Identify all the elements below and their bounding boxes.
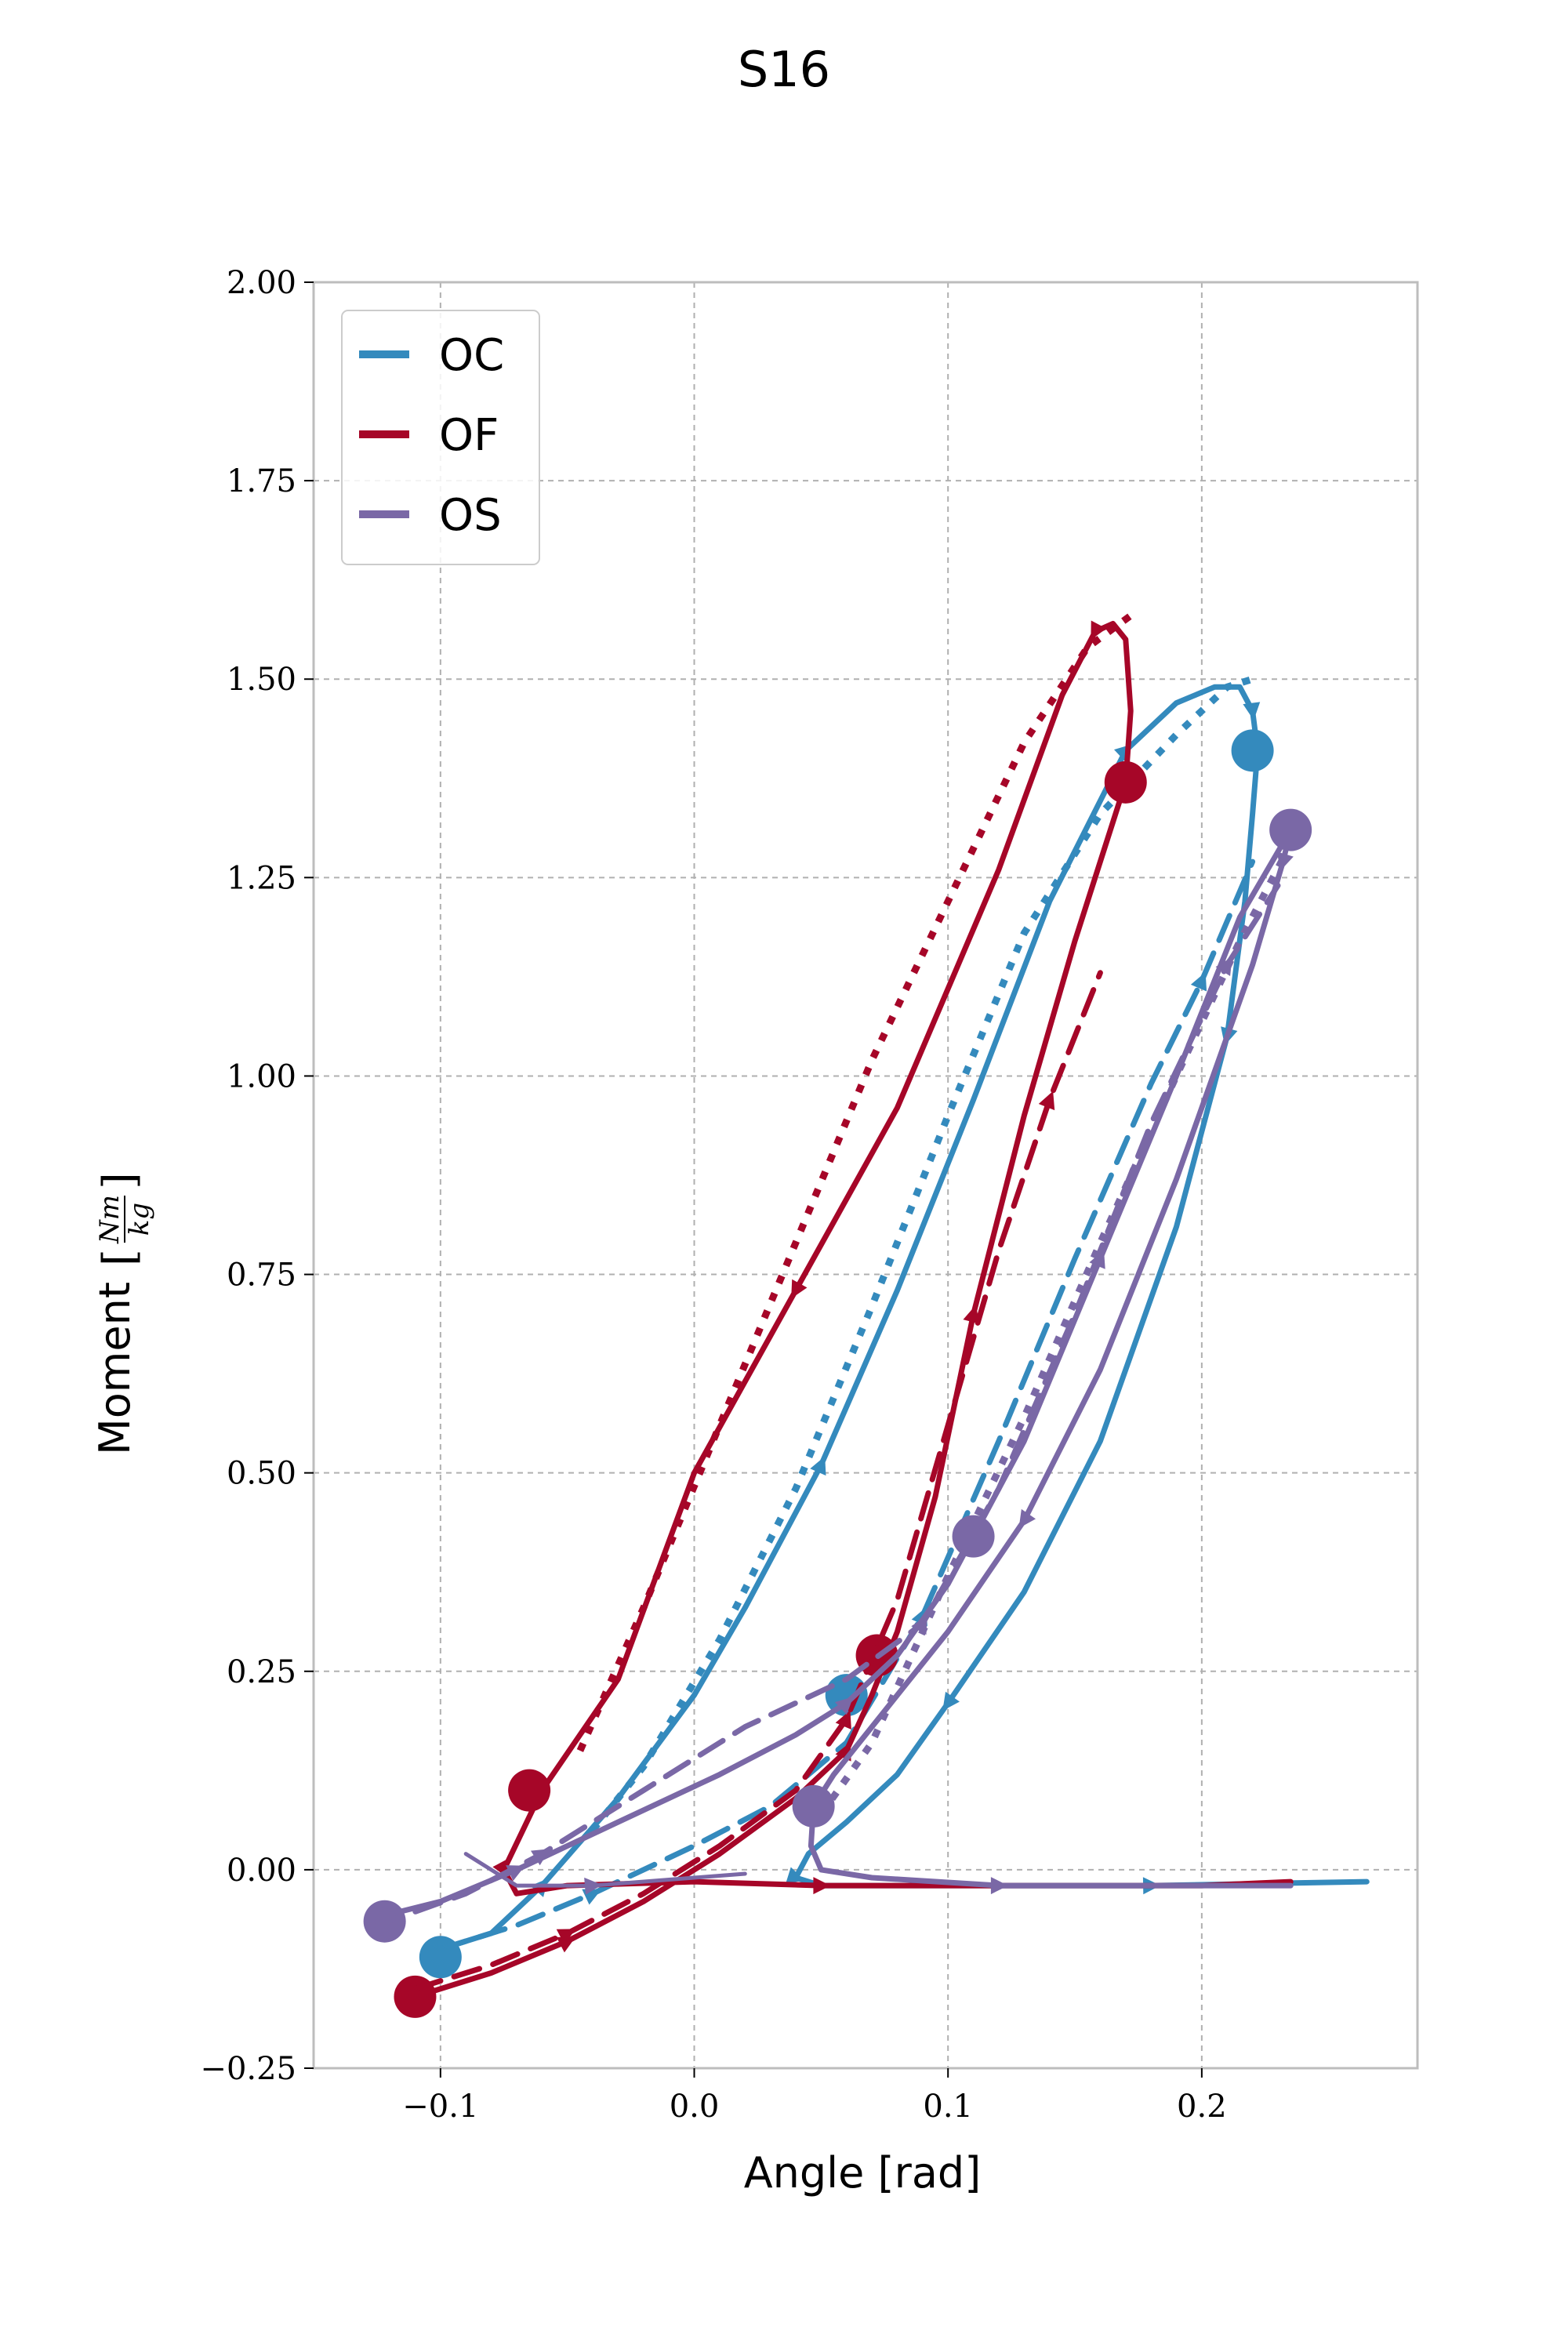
y-axis-label-prefix: Moment bbox=[90, 1282, 140, 1455]
series-os-arrow-6 bbox=[834, 1697, 854, 1715]
series-of-arrow-30 bbox=[813, 1877, 831, 1895]
legend-box bbox=[341, 310, 540, 565]
series-oc-arrow-6 bbox=[810, 1456, 826, 1476]
y-axis-label: Moment [ Nm kg ] bbox=[90, 1172, 155, 1455]
y-tick-label-1: 0.00 bbox=[227, 1853, 296, 1889]
plot-frame bbox=[312, 281, 1419, 2070]
legend-label-oc: OC bbox=[439, 330, 504, 381]
y-tick-label-5: 1.00 bbox=[227, 1058, 296, 1094]
series-os-arrow-26 bbox=[990, 1877, 1008, 1895]
legend: OC OF OS bbox=[341, 310, 540, 565]
series-oc-arrow-14 bbox=[1243, 702, 1261, 720]
x-tick-label-0: −0.1 bbox=[402, 2089, 478, 2125]
series-oc-solid-line bbox=[437, 684, 1370, 1952]
series-os-arrow-2 bbox=[584, 1877, 602, 1895]
x-tick-label-1: 0.0 bbox=[670, 2089, 720, 2125]
series-os-point-2 bbox=[952, 1515, 995, 1558]
y-tick-label-6: 1.25 bbox=[227, 860, 296, 896]
series-of-arrow-6 bbox=[835, 1710, 851, 1730]
series-os-point-1 bbox=[1269, 808, 1312, 851]
series-of-arrow-10 bbox=[963, 1305, 980, 1324]
series-of-point-1 bbox=[1104, 760, 1147, 804]
series-os-arrow-2 bbox=[530, 1849, 550, 1866]
series-group bbox=[363, 612, 1370, 2018]
series-oc-dotted-line bbox=[590, 675, 1254, 1833]
series-oc-arrow-22 bbox=[942, 1691, 960, 1711]
series-oc-point-1 bbox=[1231, 729, 1274, 772]
y-tick-label-7: 1.50 bbox=[227, 662, 296, 698]
series-os-arrow-18 bbox=[1018, 1508, 1036, 1529]
y-axis-unit-numerator: Nm bbox=[94, 1195, 125, 1244]
series-of-arrow-2 bbox=[556, 1936, 576, 1953]
y-tick-label-0: −0.25 bbox=[200, 2051, 296, 2087]
y-tick-label-4: 0.75 bbox=[227, 1258, 296, 1294]
x-tick-label-2: 0.1 bbox=[923, 2089, 973, 2125]
series-of-point-3 bbox=[508, 1769, 551, 1812]
x-axis-label: Angle [rad] bbox=[744, 2148, 982, 2198]
legend-label-of: OF bbox=[439, 410, 499, 461]
series-os-dotted-line bbox=[818, 851, 1289, 1817]
series-oc-arrow-10 bbox=[1190, 971, 1207, 992]
series-oc-point-2 bbox=[825, 1674, 868, 1717]
series-oc-arrow-26 bbox=[786, 1867, 805, 1884]
chart-title: S16 bbox=[738, 41, 830, 98]
series-os-solid-line bbox=[374, 827, 1294, 1921]
y-tick-label-3: 0.50 bbox=[227, 1456, 296, 1492]
legend-label-os: OS bbox=[439, 490, 502, 541]
y-tick-label-2: 0.25 bbox=[227, 1654, 296, 1690]
y-tick-label-9: 2.00 bbox=[227, 265, 296, 301]
series-of-arrow-22 bbox=[791, 1279, 808, 1299]
x-tick-label-3: 0.2 bbox=[1177, 2089, 1227, 2125]
y-tick-label-8: 1.75 bbox=[227, 463, 296, 499]
series-of-arrow-18 bbox=[1091, 620, 1107, 641]
series-os-point-3 bbox=[792, 1784, 835, 1828]
series-of-dashed-line bbox=[412, 970, 1103, 1992]
axis-ticks: −0.1 0.0 0.1 0.2 −0.25 0.00 0.25 0.50 0.75 1.00 1.… bbox=[200, 265, 1226, 2125]
y-axis-unit-denominator: kg bbox=[124, 1203, 155, 1236]
series-oc-dashed-line bbox=[437, 858, 1256, 1952]
series-of-arrow-2 bbox=[556, 1929, 576, 1945]
y-axis-bracket-left: [ bbox=[94, 1249, 145, 1266]
y-axis-bracket-right: ] bbox=[94, 1172, 145, 1189]
series-of-arrow-10 bbox=[1038, 1091, 1055, 1111]
